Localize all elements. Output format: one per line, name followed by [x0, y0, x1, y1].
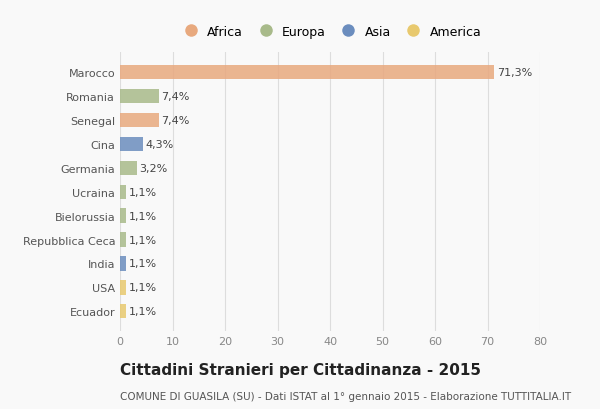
- Text: 1,1%: 1,1%: [128, 306, 157, 317]
- Bar: [120, 137, 143, 152]
- Bar: [120, 304, 126, 319]
- Bar: [120, 256, 126, 271]
- Bar: [120, 161, 137, 175]
- Text: 7,4%: 7,4%: [161, 92, 190, 102]
- Bar: [120, 281, 126, 295]
- Text: 7,4%: 7,4%: [161, 116, 190, 126]
- Text: 1,1%: 1,1%: [128, 259, 157, 269]
- Text: 4,3%: 4,3%: [145, 139, 173, 150]
- Bar: [120, 185, 126, 199]
- Text: 1,1%: 1,1%: [128, 187, 157, 197]
- Legend: Africa, Europa, Asia, America: Africa, Europa, Asia, America: [173, 20, 487, 43]
- Text: 71,3%: 71,3%: [497, 68, 532, 78]
- Bar: [120, 66, 494, 80]
- Bar: [120, 209, 126, 223]
- Text: 3,2%: 3,2%: [139, 163, 167, 173]
- Bar: [120, 114, 159, 128]
- Text: COMUNE DI GUASILA (SU) - Dati ISTAT al 1° gennaio 2015 - Elaborazione TUTTITALIA: COMUNE DI GUASILA (SU) - Dati ISTAT al 1…: [120, 391, 571, 400]
- Text: 1,1%: 1,1%: [128, 211, 157, 221]
- Text: Cittadini Stranieri per Cittadinanza - 2015: Cittadini Stranieri per Cittadinanza - 2…: [120, 362, 481, 377]
- Text: 1,1%: 1,1%: [128, 283, 157, 292]
- Bar: [120, 90, 159, 104]
- Text: 1,1%: 1,1%: [128, 235, 157, 245]
- Bar: [120, 233, 126, 247]
